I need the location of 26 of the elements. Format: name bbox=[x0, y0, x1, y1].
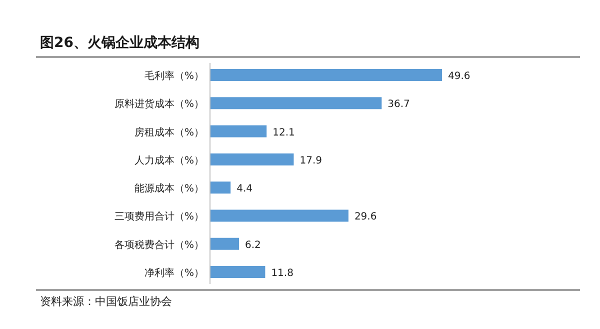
data-label: 6.2 bbox=[245, 240, 261, 251]
bar bbox=[210, 238, 239, 250]
bar bbox=[210, 97, 382, 110]
data-label: 36.7 bbox=[388, 99, 410, 110]
y-tick-label: 净利率（%） bbox=[144, 267, 204, 279]
text: 资料来源：中国饭店业协会 bbox=[40, 295, 172, 308]
data-label: 49.6 bbox=[448, 71, 470, 82]
y-tick-label: 毛利率（%） bbox=[144, 70, 204, 82]
y-tick-label: 原料进货成本（%） bbox=[114, 98, 204, 110]
data-label: 17.9 bbox=[300, 155, 322, 166]
y-tick-label: 房租成本（%） bbox=[134, 126, 204, 138]
bar bbox=[210, 182, 231, 194]
bar bbox=[210, 153, 294, 166]
chart-title: 图26、火锅企业成本结构 bbox=[40, 35, 200, 51]
bar bbox=[210, 125, 267, 138]
bar bbox=[210, 210, 348, 222]
y-tick-label: 各项税费合计（%） bbox=[114, 238, 204, 251]
bar bbox=[210, 266, 266, 278]
y-tick-label: 三项费用合计（%） bbox=[114, 210, 204, 223]
y-tick-label: 能源成本（%） bbox=[134, 182, 204, 195]
data-label: 11.8 bbox=[271, 268, 294, 279]
y-tick-label: 人力成本（%） bbox=[134, 154, 204, 166]
data-label: 4.4 bbox=[236, 184, 252, 195]
data-label: 12.1 bbox=[272, 127, 295, 138]
data-label: 29.6 bbox=[354, 212, 377, 223]
bar bbox=[210, 69, 442, 81]
